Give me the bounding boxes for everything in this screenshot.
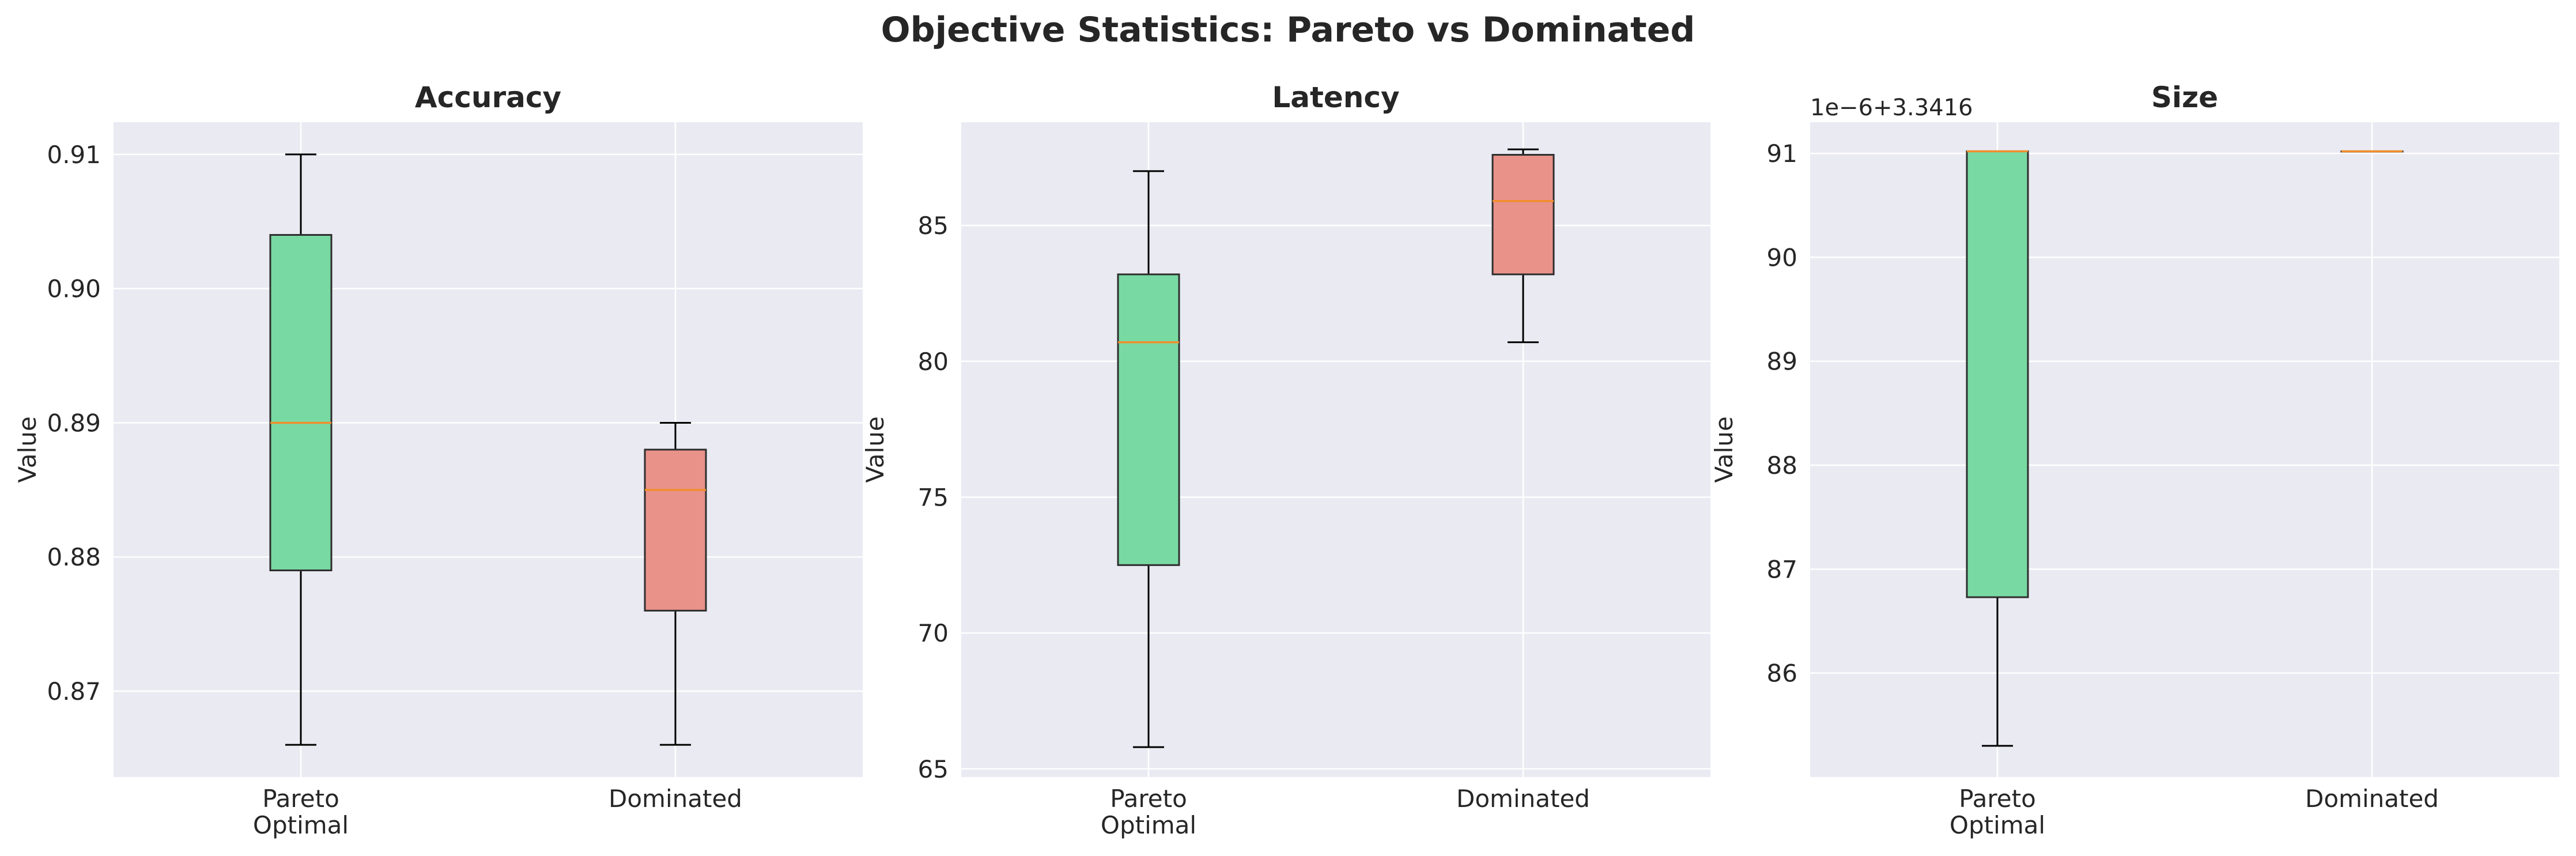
y-tick-label: 86 bbox=[1767, 659, 1797, 688]
x-tick-label: Pareto Optimal bbox=[1101, 785, 1196, 839]
subplot-title: Latency bbox=[1272, 81, 1399, 114]
box-body bbox=[644, 448, 707, 612]
y-tick-label: 0.89 bbox=[47, 409, 101, 437]
y-tick-label: 70 bbox=[918, 619, 949, 647]
box-dominated bbox=[2340, 150, 2404, 153]
y-tick-label: 0.87 bbox=[47, 677, 101, 706]
box-pareto-optimal bbox=[1117, 170, 1180, 748]
y-tick-label: 75 bbox=[918, 483, 949, 511]
y-tick-label: 85 bbox=[918, 212, 949, 240]
x-tick-label: Dominated bbox=[2305, 785, 2439, 813]
box-body bbox=[1491, 154, 1555, 276]
subplot-title: Size bbox=[2151, 81, 2218, 114]
plot-area bbox=[114, 122, 863, 777]
subplot-size: 86 87 88 89 90 91 Size Value 1e−6+3.3416 Pareto Op… bbox=[1710, 81, 2559, 839]
y-tick-label: 80 bbox=[918, 348, 949, 376]
y-axis-label: Value bbox=[861, 416, 889, 482]
subplot-accuracy: 0.87 0.88 0.89 0.90 0.91 Accuracy Value Pareto O… bbox=[13, 81, 863, 839]
box-body bbox=[1117, 273, 1180, 566]
x-tick-label: Pareto Optimal bbox=[1950, 785, 2045, 839]
y-axis-label: Value bbox=[1710, 416, 1738, 482]
y-tick-label: 0.88 bbox=[47, 543, 101, 571]
y-tick-label: 91 bbox=[1767, 139, 1797, 168]
box-dominated bbox=[644, 421, 707, 746]
y-tick-label: 87 bbox=[1767, 555, 1797, 583]
x-tick-label: Dominated bbox=[1456, 785, 1590, 813]
plot-area bbox=[961, 122, 1710, 777]
x-tick-label: Dominated bbox=[609, 785, 742, 813]
y-tick-label: 88 bbox=[1767, 451, 1797, 480]
y-tick-label: 0.91 bbox=[47, 141, 101, 169]
y-tick-label: 89 bbox=[1767, 348, 1797, 376]
y-tick-label: 90 bbox=[1767, 243, 1797, 271]
box-pareto-optimal bbox=[1966, 150, 2029, 747]
y-axis-label: Value bbox=[13, 416, 41, 482]
box-dominated bbox=[1491, 148, 1555, 344]
x-tick-label: Pareto Optimal bbox=[253, 785, 349, 839]
box-body bbox=[269, 234, 333, 572]
y-offset-text: 1e−6+3.3416 bbox=[1810, 95, 1973, 121]
y-tick-label: 0.90 bbox=[47, 275, 101, 303]
box-body bbox=[1966, 150, 2029, 598]
plot-area bbox=[1810, 122, 2559, 777]
box-pareto-optimal bbox=[269, 153, 333, 746]
y-tick-label: 65 bbox=[918, 755, 949, 783]
subplot-title: Accuracy bbox=[415, 81, 561, 114]
figure-suptitle: Objective Statistics: Pareto vs Dominate… bbox=[881, 10, 1695, 50]
subplot-latency: 65 70 75 80 85 Latency Value Pareto Optimal Domin… bbox=[861, 81, 1710, 839]
